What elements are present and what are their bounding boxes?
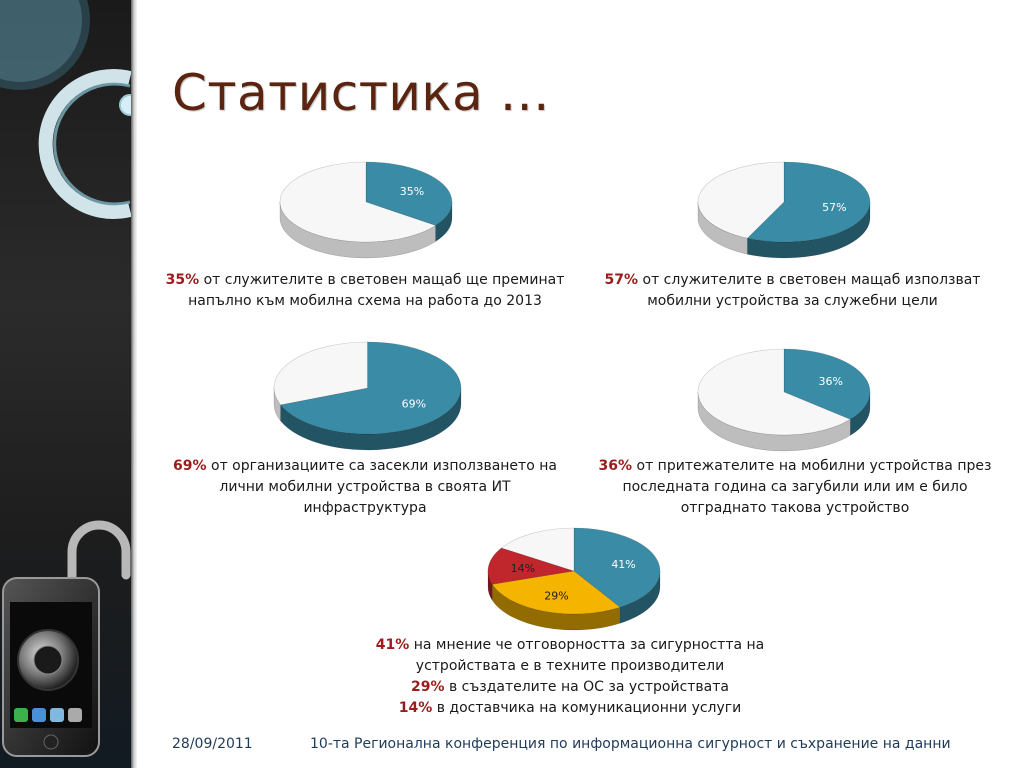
- decorative-arc: [38, 69, 132, 219]
- caption-chart-3: 69% от организациите са засекли използва…: [160, 456, 570, 519]
- caption-1-line2: напълно към мобилна схема на работа до 2…: [188, 293, 542, 309]
- caption-chart-5: 41% на мнение че отговорността за сигурн…: [350, 635, 790, 719]
- caption-chart-1: 35% от служителите в световен мащаб ще п…: [160, 270, 570, 312]
- caption-chart-2: 57% от служителите в световен мащаб изпо…: [590, 270, 995, 312]
- caption-1-text: от служителите в световен мащаб ще преми…: [203, 272, 565, 288]
- pie-4-label-0: 41%: [611, 558, 635, 571]
- pie-chart-57: 57%: [697, 161, 871, 259]
- caption-2-percent: 57%: [604, 272, 639, 288]
- caption-1-percent: 35%: [165, 272, 200, 288]
- caption-5-text-1: на мнение че отговорността за сигурностт…: [413, 637, 765, 653]
- caption-5-percent-4: 14%: [398, 700, 433, 716]
- footer-conference: 10-та Регионална конференция по информац…: [310, 736, 951, 752]
- pie-4-label-1: 29%: [544, 589, 568, 602]
- caption-chart-4: 36% от притежателите на мобилни устройст…: [585, 456, 1005, 519]
- pie-3-slice-1: [697, 348, 851, 436]
- pie-3-label-0: 36%: [818, 375, 842, 388]
- pie-4-slice-3: [500, 527, 575, 572]
- decorative-ring-top: [0, 0, 90, 90]
- caption-3-line2: лични мобилни устройства в своята ИТ: [219, 479, 511, 495]
- pie-4-slice-0: [573, 527, 661, 608]
- caption-2-text: от служителите в световен мащаб използва…: [642, 272, 981, 288]
- pie-1-label-0: 57%: [822, 201, 846, 214]
- caption-5-text-4: в доставчика на комуникационни услуги: [436, 700, 742, 716]
- caption-5-percent-1: 41%: [375, 637, 410, 653]
- caption-4-line3: отграднато такова устройство: [680, 500, 910, 516]
- sidebar-edge: [131, 0, 137, 768]
- pie-chart-36: 36%: [697, 348, 871, 452]
- pie-0-slice-1: [279, 161, 437, 243]
- caption-4-text: от притежателите на мобилни устройства п…: [636, 458, 992, 474]
- caption-2-line2: мобилни устройства за служебни цели: [647, 293, 938, 309]
- pie-0-slice-0: [365, 161, 453, 226]
- caption-3-percent: 69%: [173, 458, 207, 474]
- pie-0-label-0: 35%: [400, 185, 424, 198]
- caption-5-text-3: в създателите на ОС за устройствата: [448, 679, 729, 695]
- pie-chart-35: 35%: [279, 161, 453, 259]
- sidebar-art: [0, 0, 135, 757]
- pie-3-slice-0: [783, 348, 871, 420]
- decorative-ring-top-inner: [0, 0, 82, 82]
- pie-chart-multi: 41% 29% 14%: [487, 527, 661, 631]
- pie-2-label-0: 69%: [402, 398, 426, 411]
- pie-chart-69: 69%: [273, 341, 462, 451]
- caption-3-line3: инфраструктура: [303, 500, 427, 516]
- caption-5-text-2: устройствата е в техните производители: [415, 658, 725, 674]
- pie-2-slice-0: [280, 341, 462, 435]
- pie-4-slice-2: [487, 547, 575, 585]
- pie-4-slice-1: [491, 570, 621, 615]
- pie-2-slice-1: [273, 341, 368, 406]
- padlock-shackle-icon: [67, 520, 131, 590]
- pie-1-slice-0: [746, 161, 871, 243]
- decorative-sidebar: [0, 0, 135, 768]
- caption-3-text: от организациите са засекли използването…: [211, 458, 557, 474]
- pie-4-label-2: 14%: [511, 562, 535, 575]
- caption-5-percent-3: 29%: [410, 679, 445, 695]
- footer-date: 28/09/2011: [172, 736, 253, 752]
- pie-1-slice-1: [697, 161, 785, 239]
- caption-4-percent: 36%: [598, 458, 633, 474]
- slide-title: Статистика …: [172, 64, 551, 122]
- caption-4-line2: последната година са загубили или им е б…: [622, 479, 968, 495]
